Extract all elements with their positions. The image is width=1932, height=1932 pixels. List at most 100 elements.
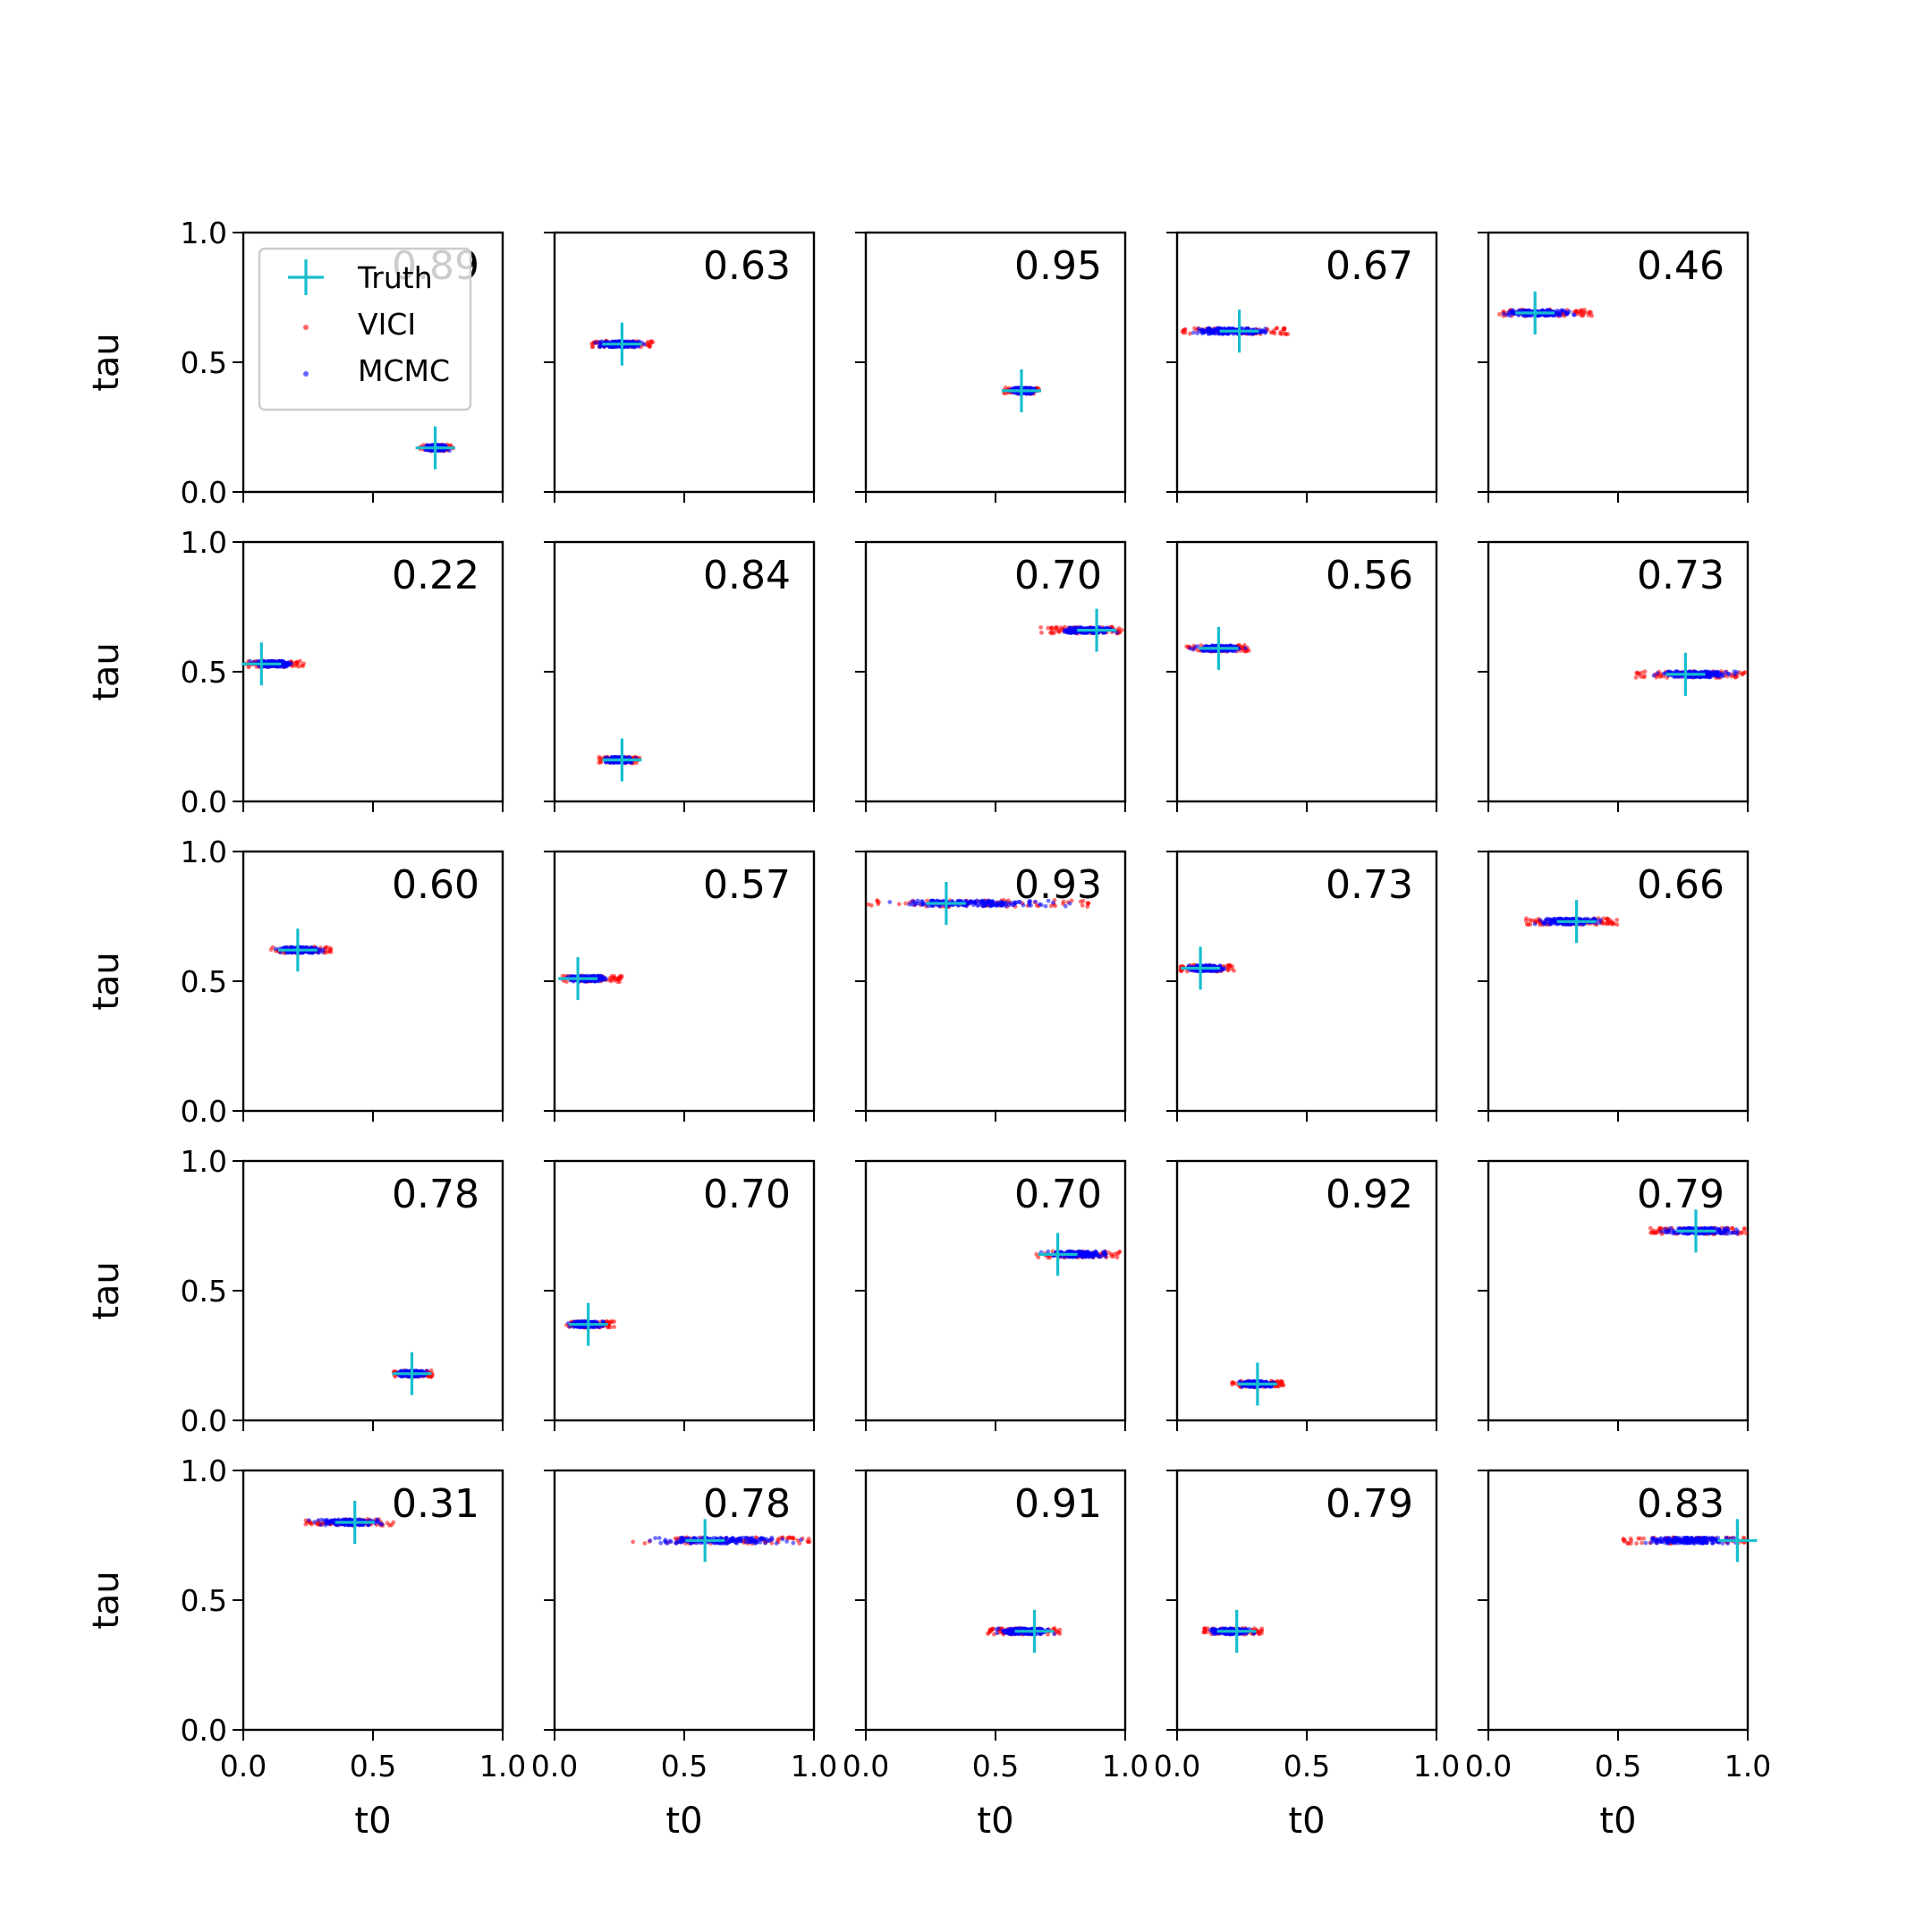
vici-sample-point <box>1586 312 1591 318</box>
mcmc-sample-point <box>1090 1250 1095 1256</box>
vici-sample-point <box>1039 630 1044 635</box>
vici-sample-point <box>294 660 299 665</box>
mcmc-sample-point <box>1680 674 1684 680</box>
mcmc-sample-point <box>1064 628 1069 633</box>
vici-sample-point <box>1199 643 1204 648</box>
vici-sample-point <box>1233 1381 1238 1386</box>
mcmc-sample-point <box>1726 672 1732 676</box>
mcmc-sample-point <box>1555 921 1560 927</box>
vici-sample-point <box>564 979 570 984</box>
mcmc-sample-point <box>887 900 893 904</box>
vici-sample-point <box>903 901 909 906</box>
mcmc-sample-point <box>907 902 911 907</box>
vici-sample-point <box>1046 625 1051 631</box>
mcmc-sample-point <box>1672 674 1677 680</box>
vici-sample-point <box>1532 918 1538 923</box>
vici-sample-point <box>1054 624 1059 630</box>
overlap-value: 0.73 <box>1326 862 1413 908</box>
overlap-value: 0.70 <box>1014 553 1102 598</box>
vici-sample-point <box>1274 326 1279 331</box>
vici-sample-point <box>1052 631 1057 636</box>
mcmc-sample-point <box>1572 312 1577 318</box>
y-tick-label: 0.5 <box>181 655 227 690</box>
vici-sample-point <box>869 902 874 908</box>
mcmc-sample-point <box>1103 1249 1107 1254</box>
vici-sample-point <box>875 899 880 904</box>
vici-sample-point <box>589 344 595 350</box>
mcmc-sample-point <box>310 950 315 955</box>
mcmc-sample-point <box>1000 901 1005 905</box>
overlap-value: 0.95 <box>1014 243 1102 289</box>
mcmc-sample-point <box>1505 312 1510 318</box>
mcmc-sample-point <box>1199 331 1205 335</box>
mcmc-sample-point <box>1004 900 1009 905</box>
mcmc-sample-point <box>1225 648 1231 654</box>
mcmc-sample-point <box>1097 1253 1102 1258</box>
vici-sample-point <box>1601 920 1606 926</box>
vici-sample-point <box>1633 675 1639 680</box>
axes-frame <box>864 540 1127 803</box>
vici-sample-point <box>1034 1251 1039 1257</box>
mcmc-sample-point <box>1191 330 1196 335</box>
panel-2: 0.63 <box>544 231 816 503</box>
mcmc-sample-point <box>1733 672 1737 677</box>
vici-sample-point <box>597 760 602 766</box>
panel-12: 0.57 <box>544 850 816 1122</box>
vici-sample-point <box>1284 332 1289 337</box>
axes-frame <box>1487 850 1750 1113</box>
mcmc-sample-point <box>1567 309 1572 314</box>
vici-sample-point <box>1080 902 1085 908</box>
panel-15: 0.66 <box>1478 850 1750 1122</box>
mcmc-sample-point <box>1043 903 1048 909</box>
panel-8: 0.70 <box>855 540 1127 812</box>
axes-frame <box>242 540 504 803</box>
vici-sample-point <box>1182 330 1188 335</box>
y-tick-label: 0.5 <box>181 345 227 380</box>
mcmc-sample-point <box>1555 309 1560 313</box>
mcmc-sample-point <box>1560 921 1565 927</box>
mcmc-sample-point <box>1018 900 1022 904</box>
vici-sample-point <box>1578 311 1583 317</box>
vici-sample-point <box>612 1319 617 1324</box>
mcmc-sample-point <box>1502 311 1506 317</box>
mcmc-sample-point <box>1050 900 1055 905</box>
overlap-value: 0.60 <box>392 862 479 908</box>
vici-sample-point <box>1610 920 1615 926</box>
mcmc-sample-point <box>1258 330 1263 335</box>
vici-sample-point <box>1230 963 1235 969</box>
overlap-value: 0.22 <box>392 553 479 598</box>
vici-sample-point <box>1232 968 1236 973</box>
mcmc-sample-point <box>1651 673 1657 678</box>
mcmc-sample-point <box>1556 312 1562 317</box>
axes-frame <box>864 850 1127 1113</box>
panel-13: 0.93 <box>855 850 1127 1122</box>
mcmc-sample-point <box>1507 309 1512 314</box>
mcmc-sample-point <box>1209 329 1215 335</box>
mcmc-sample-point <box>1532 921 1538 927</box>
mcmc-sample-point <box>597 341 603 346</box>
mcmc-sample-point <box>1063 903 1068 909</box>
mcmc-sample-point <box>429 448 435 453</box>
mcmc-sample-point <box>399 1368 404 1374</box>
vici-sample-point <box>1114 1255 1120 1260</box>
panel-14: 0.73 <box>1166 850 1438 1122</box>
overlap-value: 0.66 <box>1637 862 1724 908</box>
mcmc-sample-point <box>1545 308 1550 313</box>
mcmc-sample-point <box>1103 1254 1108 1259</box>
vici-sample-point <box>1573 309 1578 314</box>
y-axis-label: tau <box>86 333 127 392</box>
mcmc-sample-point <box>1655 671 1660 676</box>
vici-sample-point <box>1002 391 1007 396</box>
mcmc-sample-point <box>1081 1253 1087 1258</box>
vici-sample-point <box>1642 669 1648 674</box>
vici-sample-point <box>1188 331 1192 336</box>
mcmc-sample-point <box>984 900 989 905</box>
vici-sample-point <box>1080 898 1086 903</box>
vici-sample-point <box>618 976 623 980</box>
mcmc-sample-point <box>1006 902 1012 908</box>
vici-sample-point <box>1497 311 1502 317</box>
axes-frame <box>1175 1159 1438 1422</box>
mcmc-sample-point <box>280 659 285 665</box>
vici-sample-point <box>268 947 274 953</box>
panel-18: 0.70 <box>855 1159 1127 1431</box>
